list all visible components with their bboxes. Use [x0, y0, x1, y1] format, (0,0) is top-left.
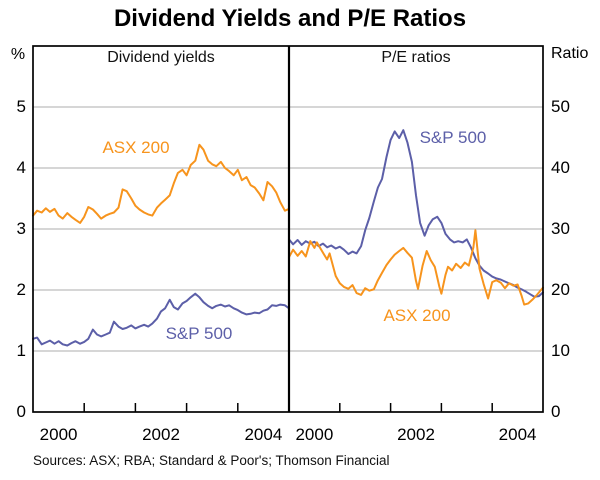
- y-axis-tick-label-right: 10: [551, 341, 570, 360]
- series-line-asx-200: [32, 143, 290, 224]
- series-label-asx200-right: ASX 200: [383, 306, 451, 325]
- x-axis-tick-label: 2004: [244, 425, 283, 444]
- page-title: Dividend Yields and P/E Ratios: [113, 5, 467, 32]
- series-line-s-p-500: [288, 129, 544, 298]
- series-label-sp500-right: S&P 500: [419, 128, 487, 147]
- x-axis-tick-label: 2004: [498, 425, 537, 444]
- y-axis-tick-label-right: 0: [551, 402, 561, 421]
- series-label-sp500-left: S&P 500: [165, 324, 233, 343]
- series-label-asx200-left: ASX 200: [102, 138, 170, 157]
- y-axis-tick-label-left: 4: [16, 158, 26, 177]
- panel-title-pe-ratios: P/E ratios: [381, 49, 451, 66]
- series-line-asx-200: [288, 229, 544, 306]
- y-axis-tick-label-left: 3: [16, 219, 26, 238]
- x-axis-tick-label: 2002: [397, 425, 435, 444]
- y-axis-tick-label-right: 40: [551, 158, 570, 177]
- source-note: Sources: ASX; RBA; Standard & Poor's; Th…: [33, 453, 390, 468]
- y-axis-unit-left: %: [10, 46, 26, 63]
- y-axis-tick-label-left: 2: [16, 280, 26, 299]
- y-axis-tick-label-right: 20: [551, 280, 570, 299]
- panel-title-dividend-yields: Dividend yields: [107, 49, 215, 66]
- y-axis-tick-label-left: 5: [16, 97, 26, 116]
- y-axis-tick-label-right: 30: [551, 219, 570, 238]
- y-axis-unit-right: Ratio: [551, 45, 589, 62]
- x-axis-tick-label: 2000: [295, 425, 334, 444]
- y-axis-tick-label-left: 0: [16, 402, 26, 421]
- x-axis-tick-label: 2000: [39, 425, 78, 444]
- y-axis-tick-label-right: 50: [551, 97, 570, 116]
- series-line-s-p-500: [32, 292, 290, 347]
- x-axis-tick-label: 2002: [142, 425, 180, 444]
- y-axis-tick-label-left: 1: [16, 341, 26, 360]
